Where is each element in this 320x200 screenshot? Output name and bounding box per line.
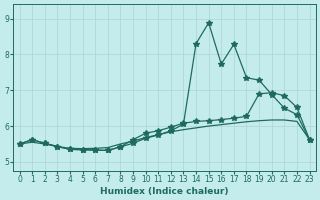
X-axis label: Humidex (Indice chaleur): Humidex (Indice chaleur) — [100, 187, 229, 196]
